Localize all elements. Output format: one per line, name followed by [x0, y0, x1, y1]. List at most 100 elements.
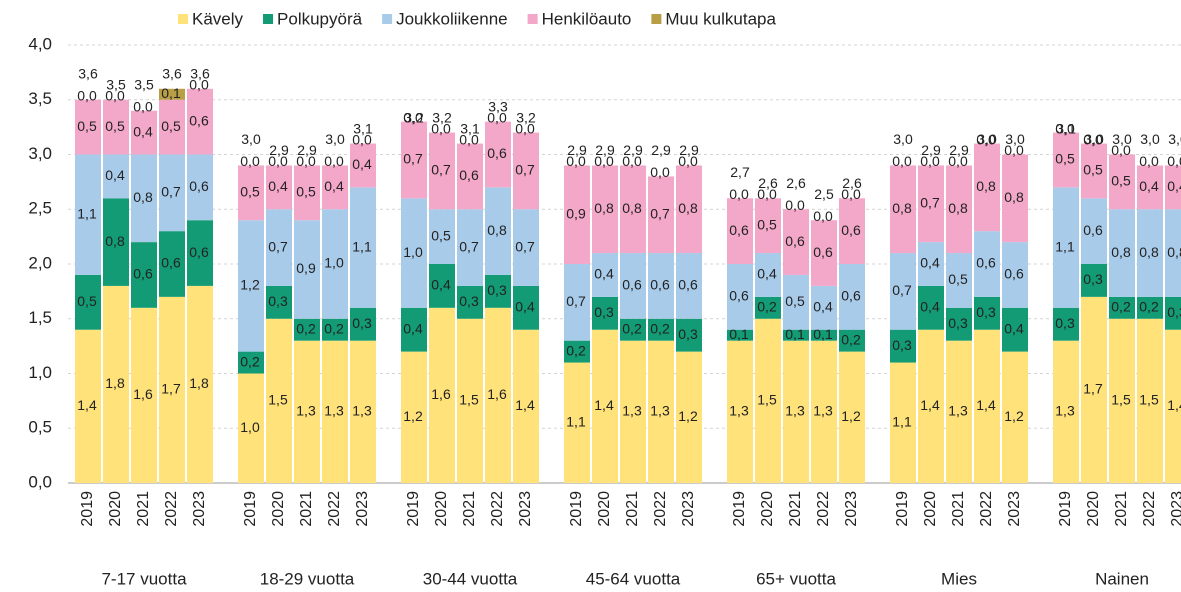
bar-segment: [783, 274, 809, 330]
x-tick-label: 2020: [107, 491, 124, 527]
data-label: 0,6: [1004, 266, 1024, 282]
data-label: 0,6: [189, 178, 209, 194]
data-label: 1,2: [841, 408, 861, 424]
bar-segment: [1002, 154, 1028, 243]
bar-segment: [238, 220, 264, 352]
bar-segment: [592, 253, 618, 297]
data-label: 0,5: [948, 271, 968, 287]
bar-segment: [322, 318, 348, 341]
y-tick-label: 1,5: [28, 308, 52, 327]
bar-segment: [294, 165, 320, 221]
x-tick-label: 2019: [405, 491, 422, 527]
bar-segment: [187, 88, 213, 155]
data-label: 0,6: [487, 145, 507, 161]
bar-segment: [485, 187, 511, 275]
bar-segment: [159, 154, 185, 232]
data-label: 1,3: [352, 403, 372, 419]
data-label: 1,4: [1167, 397, 1181, 413]
total-label: 3,0: [1140, 131, 1160, 147]
bar-segment: [457, 143, 483, 210]
x-tick-label: 2023: [680, 491, 697, 527]
y-tick-label: 0,0: [28, 472, 52, 491]
bar-segment: [513, 209, 539, 286]
bar-segment: [918, 329, 944, 483]
legend-swatch: [382, 14, 393, 24]
data-label: 0,3: [1083, 271, 1103, 287]
bar-segment: [1053, 187, 1079, 308]
x-tick-label: 2021: [461, 491, 478, 527]
data-label: 0,0: [948, 153, 968, 169]
data-label: 0,0: [240, 153, 260, 169]
data-label: 0,7: [431, 162, 451, 178]
data-label: 0,4: [268, 178, 288, 194]
bar-segment: [974, 296, 1000, 330]
data-label: 1,1: [352, 238, 372, 254]
bar-segment: [946, 307, 972, 341]
data-label: 0,3: [948, 315, 968, 331]
bar-segment: [131, 307, 157, 483]
y-tick-label: 0,5: [28, 418, 52, 437]
bar-segment: [1165, 209, 1181, 297]
data-label: 1,8: [189, 375, 209, 391]
bar-segment: [974, 143, 1000, 232]
y-tick-label: 1,0: [28, 363, 52, 382]
data-label: 1,0: [240, 419, 260, 435]
bar-segment: [839, 329, 865, 352]
total-label: 3,6: [162, 66, 182, 82]
data-label: 0,3: [594, 304, 614, 320]
bar-segment: [564, 340, 590, 363]
bar-segment: [648, 340, 674, 483]
total-label: 3,6: [190, 66, 210, 82]
total-label: 2,9: [921, 142, 941, 158]
data-label: 1,2: [403, 408, 423, 424]
data-label: 0,7: [920, 194, 940, 210]
bar-segment: [75, 329, 101, 483]
data-label: 0,8: [487, 222, 507, 238]
data-label: 0,3: [487, 282, 507, 298]
data-label: 0,0: [622, 153, 642, 169]
data-label: 0,5: [240, 184, 260, 200]
data-label: 1,7: [161, 381, 181, 397]
data-label: 1,3: [785, 403, 805, 419]
total-label: 3,0: [1084, 131, 1104, 147]
bar-segment: [187, 220, 213, 286]
bar-segment: [648, 176, 674, 254]
data-label: 1,4: [77, 397, 97, 413]
bar-segment: [131, 110, 157, 155]
total-label: 2,7: [730, 164, 750, 180]
data-label: 1,1: [77, 205, 97, 221]
total-label: 3,0: [1168, 131, 1181, 147]
data-label: 0,2: [324, 320, 344, 336]
bar-segment: [755, 318, 781, 483]
data-label: 0,8: [1111, 244, 1131, 260]
total-label: 3,0: [241, 131, 261, 147]
bar-segment: [238, 351, 264, 374]
total-label: 2,9: [949, 142, 969, 158]
x-tick-label: 2022: [326, 491, 343, 527]
total-label: 3,3: [488, 98, 508, 114]
bar-segment: [187, 154, 213, 221]
group-label: 30-44 vuotta: [423, 569, 518, 588]
bar-segment: [1109, 209, 1135, 297]
data-label: 0,4: [431, 277, 451, 293]
data-label: 0,6: [189, 244, 209, 260]
data-label: 0,0: [813, 208, 833, 224]
data-label: 0,0: [189, 77, 209, 93]
data-label: 0,1: [161, 85, 181, 101]
data-label: 0,8: [678, 200, 698, 216]
data-label: 0,4: [403, 320, 423, 336]
total-label: 3,6: [78, 66, 98, 82]
data-label: 0,6: [650, 277, 670, 293]
data-label: 0,0: [729, 186, 749, 202]
bar-segment: [592, 165, 618, 254]
data-label: 1,4: [976, 397, 996, 413]
data-label: 0,1: [785, 326, 805, 342]
y-tick-label: 3,5: [28, 89, 52, 108]
bar-segment: [457, 318, 483, 483]
bar-segment: [839, 351, 865, 483]
total-label: 3,5: [134, 76, 154, 92]
bar-segment: [1081, 143, 1107, 199]
total-label: 2,6: [758, 175, 778, 191]
data-label: 1,0: [403, 244, 423, 260]
x-tick-label: 2019: [242, 491, 259, 527]
